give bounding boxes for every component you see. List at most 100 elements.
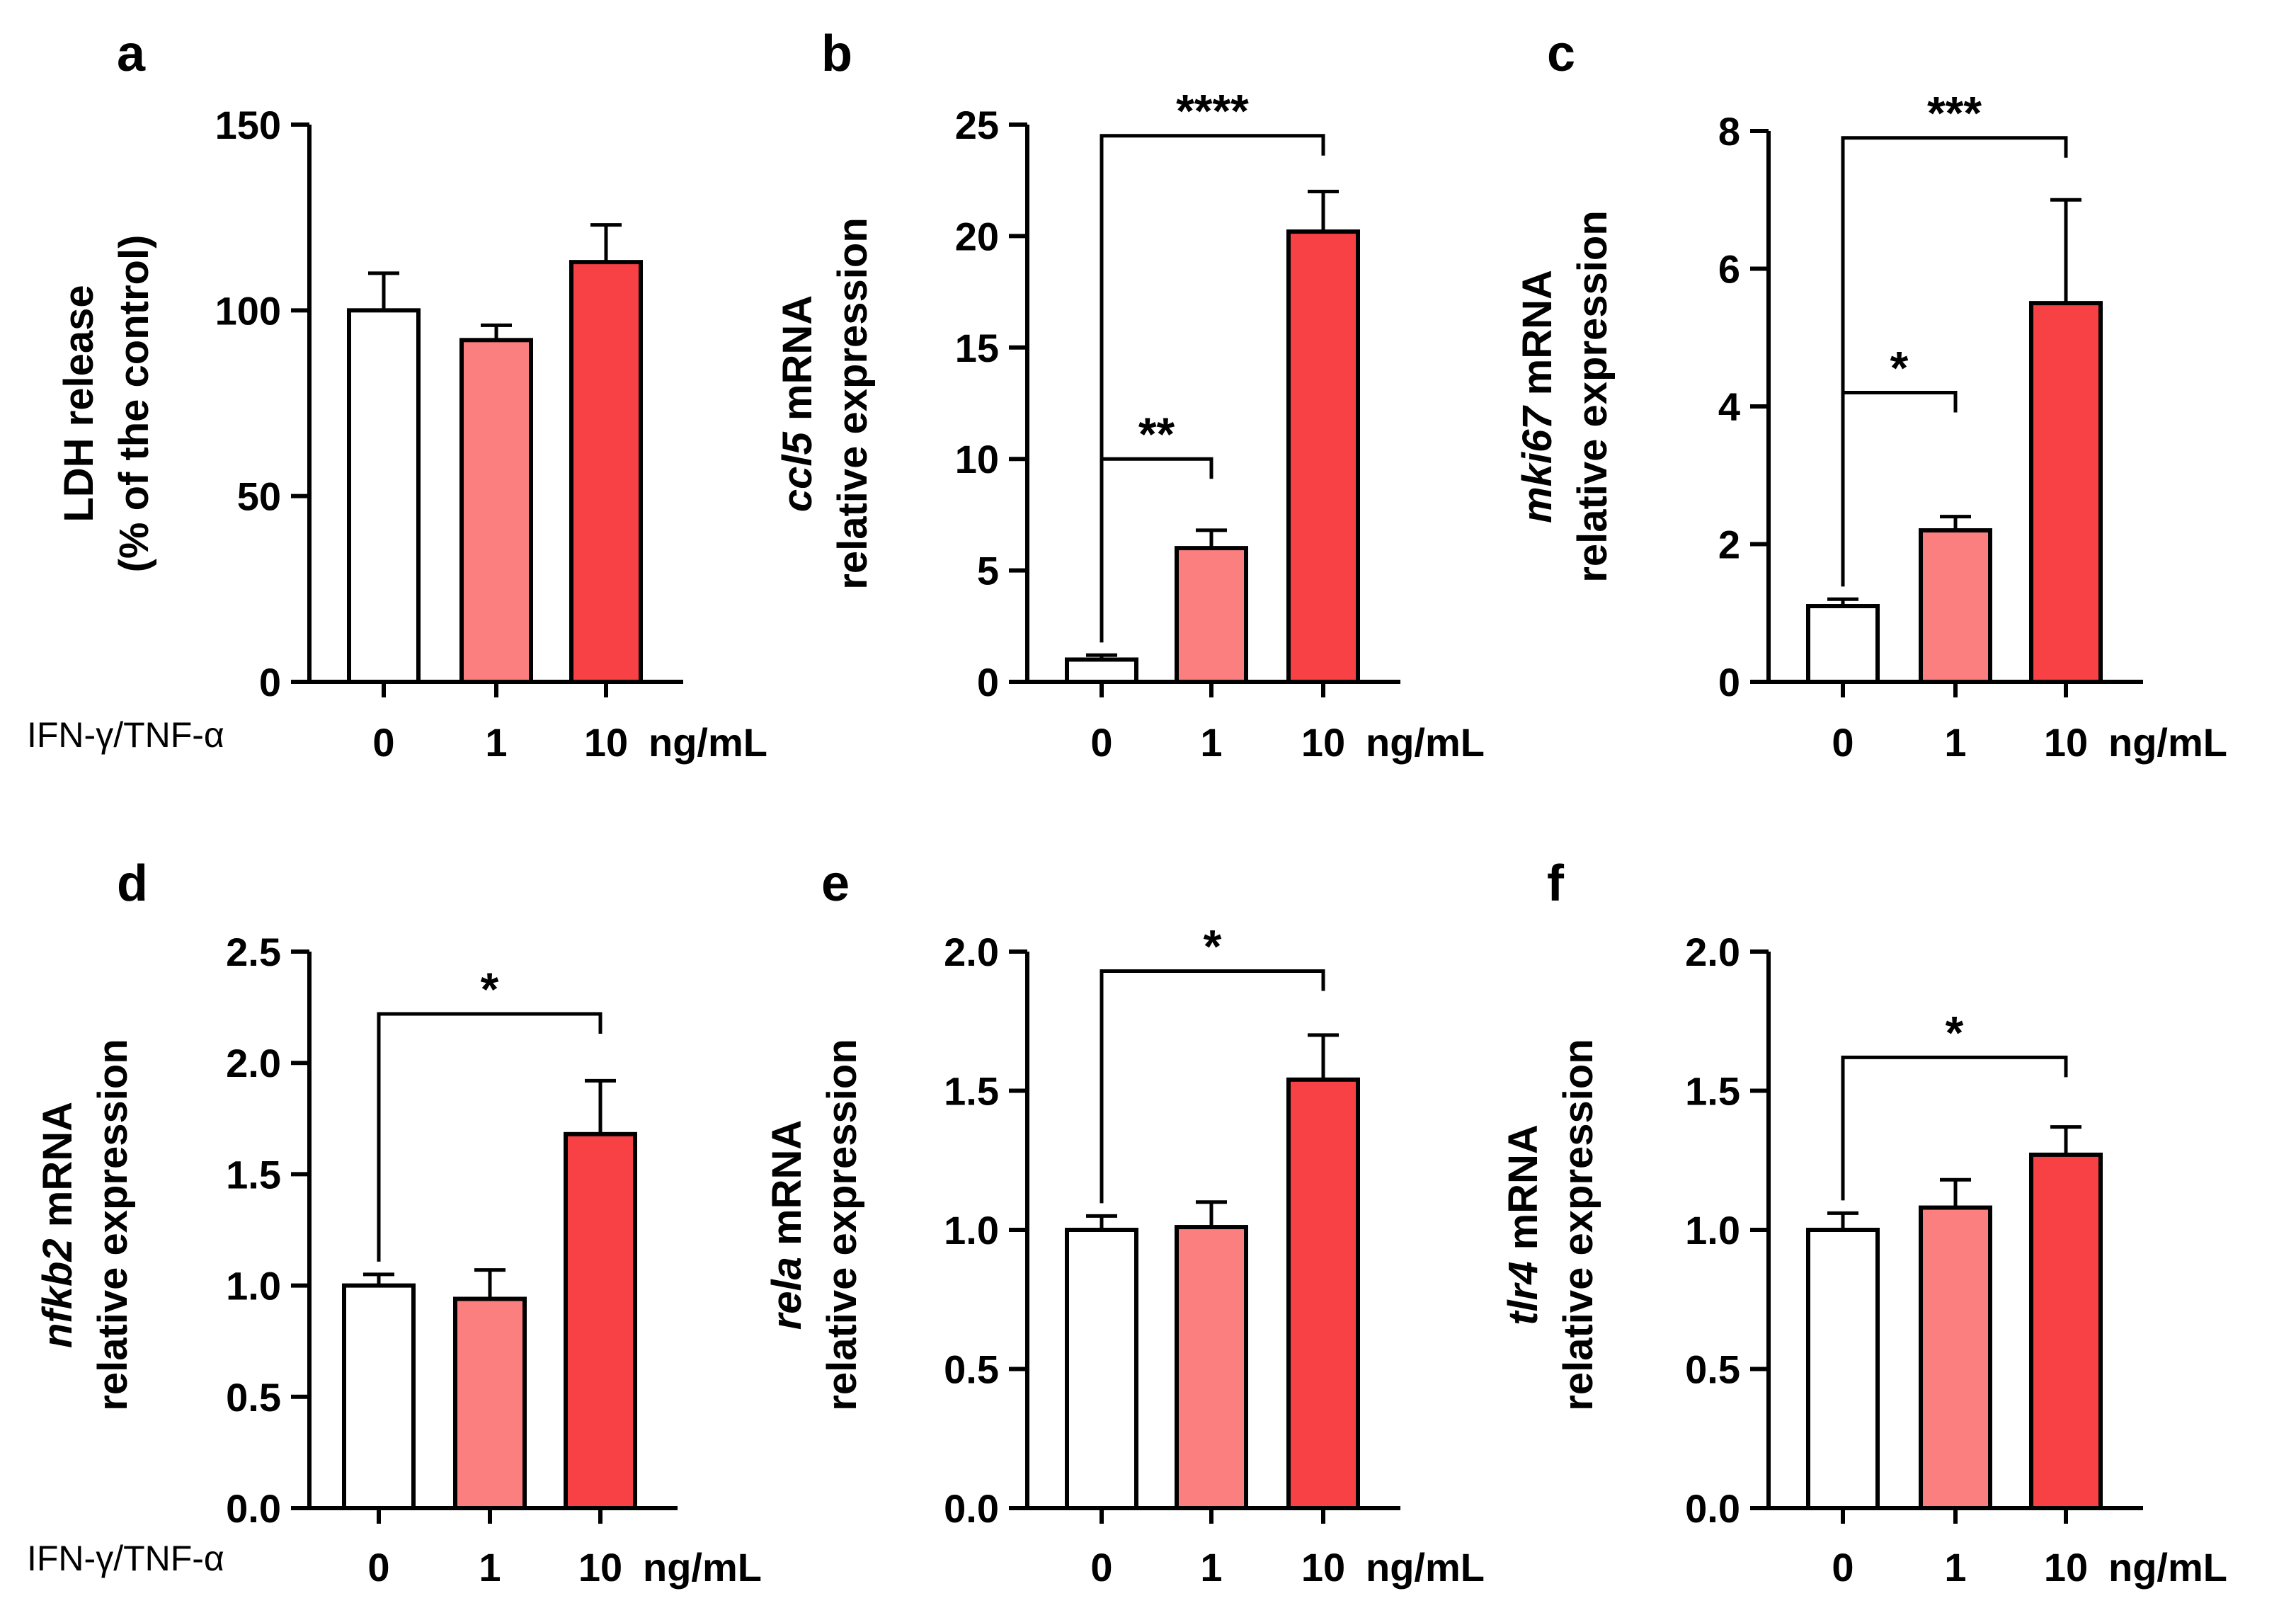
y-tick-label: 1.0 bbox=[226, 1264, 281, 1308]
significance-stars: * bbox=[1946, 1006, 1964, 1059]
x-category-label: 10 bbox=[1301, 1545, 1345, 1590]
bar bbox=[2029, 1152, 2103, 1510]
mrna-suffix: mRNA bbox=[775, 295, 821, 432]
y-axis-label-line: (% of the control) bbox=[111, 235, 157, 573]
y-axis-label-line: mki67 mRNA bbox=[1514, 270, 1560, 523]
y-axis-label: rela mRNA relative expression bbox=[764, 1039, 865, 1411]
x-category-label: 0 bbox=[1090, 1545, 1112, 1590]
y-tick-label: 4 bbox=[1718, 384, 1740, 429]
y-axis-label-line: tlr4 mRNA bbox=[1500, 1124, 1546, 1325]
bar bbox=[459, 338, 533, 684]
y-axis-label-line: relative expression bbox=[819, 1039, 865, 1411]
y-axis-label-line: nfkb2 mRNA bbox=[35, 1102, 81, 1348]
panel-a: a 0 50 100 150 0 1 10 ng/mL IFN-γ/TNF-α LDH releas… bbox=[27, 25, 767, 765]
panel-letter: a bbox=[117, 25, 146, 82]
gene-name: ccl5 bbox=[775, 431, 821, 512]
y-tick-label: 0.5 bbox=[226, 1375, 281, 1420]
x-category-label: 10 bbox=[578, 1545, 622, 1590]
x-category-label: 10 bbox=[2044, 1545, 2088, 1590]
x-unit-label: ng/mL bbox=[1366, 720, 1485, 765]
y-tick-label: 2.0 bbox=[1685, 930, 1740, 974]
x-prefix-label: IFN-γ/TNF-α bbox=[27, 715, 224, 755]
x-unit-label: ng/mL bbox=[2108, 1545, 2227, 1590]
y-axis-label: nfkb2 mRNA relative expression bbox=[35, 1039, 136, 1411]
gene-name: tlr4 bbox=[1500, 1262, 1546, 1325]
bar bbox=[1175, 546, 1248, 684]
significance-stars: ** bbox=[1138, 408, 1175, 460]
x-category-label: 0 bbox=[367, 1545, 389, 1590]
y-axis-label: tlr4 mRNA relative expression bbox=[1500, 1039, 1601, 1411]
y-axis-label-line: relative expression bbox=[1555, 1039, 1601, 1411]
bar bbox=[2029, 301, 2103, 684]
y-tick-label: 50 bbox=[237, 474, 281, 519]
y-tick-label: 0 bbox=[977, 660, 999, 705]
x-category-label: 10 bbox=[1301, 720, 1345, 765]
mrna-suffix: mRNA bbox=[1514, 270, 1560, 406]
y-tick-label: 0 bbox=[1718, 660, 1740, 705]
x-unit-label: ng/mL bbox=[643, 1545, 762, 1590]
significance-bracket bbox=[377, 1012, 602, 1262]
y-axis-label-line: ccl5 mRNA bbox=[775, 295, 821, 512]
y-axis-label: mki67 mRNA relative expression bbox=[1514, 210, 1616, 583]
y-tick-label: 0.0 bbox=[226, 1486, 281, 1531]
bar bbox=[1286, 1077, 1360, 1510]
gene-name: nfkb2 bbox=[35, 1238, 81, 1348]
y-tick-label: 0 bbox=[259, 660, 281, 705]
x-category-label: 1 bbox=[485, 720, 507, 765]
x-category-label: 1 bbox=[479, 1545, 501, 1590]
panel-letter: e bbox=[821, 855, 850, 912]
y-tick-label: 1.0 bbox=[944, 1208, 999, 1253]
mrna-suffix: mRNA bbox=[764, 1120, 810, 1257]
y-tick-label: 1.5 bbox=[226, 1152, 281, 1197]
significance-stars: * bbox=[481, 963, 499, 1015]
y-tick-label: 100 bbox=[215, 288, 281, 333]
bar bbox=[1806, 1228, 1880, 1510]
x-unit-label: ng/mL bbox=[1366, 1545, 1485, 1590]
y-tick-label: 1.5 bbox=[1685, 1069, 1740, 1114]
bar bbox=[564, 1131, 637, 1510]
bar bbox=[569, 260, 643, 685]
significance-bracket bbox=[1100, 134, 1325, 643]
y-tick-label: 2.5 bbox=[226, 930, 281, 974]
y-axis-label-line: relative expression bbox=[830, 217, 876, 590]
x-unit-label: ng/mL bbox=[649, 720, 767, 765]
significance-bracket bbox=[1100, 969, 1325, 1204]
y-tick-label: 8 bbox=[1718, 109, 1740, 154]
x-category-label: 0 bbox=[1832, 720, 1854, 765]
x-category-label: 10 bbox=[584, 720, 628, 765]
y-tick-label: 2.0 bbox=[226, 1041, 281, 1085]
x-category-label: 0 bbox=[1832, 1545, 1854, 1590]
y-tick-label: 0.0 bbox=[944, 1486, 999, 1531]
y-tick-label: 0.5 bbox=[1685, 1347, 1740, 1392]
y-tick-label: 5 bbox=[977, 549, 999, 593]
x-category-label: 0 bbox=[372, 720, 394, 765]
mrna-suffix: mRNA bbox=[35, 1102, 81, 1238]
bar bbox=[1919, 528, 1992, 684]
mrna-suffix: mRNA bbox=[1500, 1124, 1546, 1261]
significance-bracket bbox=[1841, 1055, 2068, 1201]
x-category-label: 0 bbox=[1090, 720, 1112, 765]
significance-stars: * bbox=[1204, 920, 1222, 973]
x-prefix-label: IFN-γ/TNF-α bbox=[27, 1539, 224, 1578]
y-tick-label: 10 bbox=[955, 437, 999, 481]
panel-d: d 0.0 0.5 1.0 1.5 2.0 2.5 0 1 10 ng/mL IFN-γ/TNF-α *… bbox=[27, 855, 762, 1590]
y-tick-label: 6 bbox=[1718, 247, 1740, 292]
y-tick-label: 25 bbox=[955, 103, 999, 147]
y-tick-label: 20 bbox=[955, 214, 999, 258]
y-axis-label-line: relative expression bbox=[1570, 210, 1616, 583]
y-axis-label-line: LDH release bbox=[56, 285, 102, 522]
gene-name: rela bbox=[764, 1257, 810, 1330]
y-tick-label: 1.0 bbox=[1685, 1208, 1740, 1253]
panel-f: f 0.0 0.5 1.0 1.5 2.0 0 1 10 ng/mL * tlr4 mRNA relat… bbox=[1500, 855, 2227, 1590]
panel-e: e 0.0 0.5 1.0 1.5 2.0 0 1 10 ng/mL * rela mRNA relat… bbox=[764, 855, 1485, 1590]
y-tick-label: 2.0 bbox=[944, 930, 999, 974]
bar bbox=[1286, 229, 1360, 684]
gene-name: mki67 bbox=[1514, 405, 1560, 523]
panel-letter: f bbox=[1547, 855, 1565, 912]
bar bbox=[1065, 1228, 1138, 1510]
bar bbox=[1065, 657, 1138, 685]
significance-stars: **** bbox=[1176, 85, 1249, 137]
panel-letter: d bbox=[117, 855, 148, 912]
